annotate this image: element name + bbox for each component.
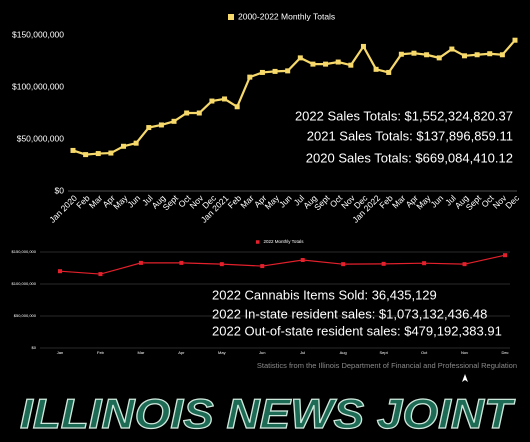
- x-tick-label: Mar: [137, 350, 145, 355]
- data-point: [411, 50, 417, 56]
- annotation: 2021 Sales Totals: $137,896,859.11: [307, 128, 513, 143]
- series-line: [59, 254, 506, 275]
- data-point: [146, 125, 152, 131]
- y-tick-label: $50,000,000: [17, 133, 65, 143]
- legend-swatch: [228, 14, 234, 20]
- annotation: 2022 In-state resident sales: $1,073,132…: [212, 306, 487, 321]
- data-point: [158, 122, 164, 128]
- data-point: [133, 140, 139, 146]
- data-point: [179, 260, 184, 265]
- data-point: [297, 55, 303, 61]
- data-point: [499, 52, 505, 58]
- data-point: [512, 37, 518, 43]
- data-point: [83, 152, 89, 158]
- data-point: [424, 52, 430, 58]
- x-tick-label: Apr: [178, 350, 185, 355]
- x-tick-label: Sept: [380, 350, 389, 355]
- data-point: [503, 253, 507, 258]
- legend-label: 2022 Monthly Totals: [264, 239, 305, 244]
- data-point: [171, 118, 177, 124]
- y-tick-label: $50,000,000: [14, 313, 37, 318]
- data-point: [323, 61, 329, 67]
- y-tick-label: $150,000,000: [12, 29, 64, 39]
- data-point: [398, 51, 404, 57]
- data-point: [259, 69, 265, 75]
- data-point: [209, 98, 215, 104]
- data-point: [247, 74, 253, 80]
- x-tick-label: May: [218, 350, 226, 355]
- data-point: [310, 61, 316, 67]
- source-note: Statistics from the Illinois Department …: [257, 361, 517, 370]
- x-tick-label: Feb: [97, 350, 105, 355]
- leaf-icon: [462, 374, 468, 382]
- annotation: 2022 Sales Totals: $1,552,324,820.37: [295, 108, 513, 123]
- data-point: [436, 55, 442, 61]
- data-point: [360, 43, 366, 49]
- data-point: [272, 68, 278, 74]
- data-point: [386, 69, 392, 75]
- data-point: [260, 264, 265, 269]
- x-tick-label: Aug: [340, 350, 347, 355]
- data-point: [487, 51, 493, 57]
- data-point: [98, 272, 103, 277]
- x-tick-label: Nov: [461, 350, 468, 355]
- data-point: [138, 260, 143, 265]
- y-tick-label: $0: [32, 345, 37, 350]
- data-point: [381, 261, 386, 266]
- data-point: [222, 96, 228, 102]
- x-tick-label: Jun: [259, 350, 265, 355]
- annotation: 2022 Cannabis Items Sold: 36,435,129: [212, 287, 437, 302]
- legend-swatch: [256, 240, 260, 244]
- data-point: [108, 150, 114, 156]
- annotation: 2022 Out-of-state resident sales: $479,1…: [212, 323, 502, 338]
- y-tick-label: $100,000,000: [12, 281, 37, 286]
- data-point: [341, 262, 346, 267]
- x-tick-label: Jan: [57, 350, 63, 355]
- brand: ILLINOIS NEWS JOINT: [20, 390, 516, 437]
- data-point: [219, 262, 224, 267]
- data-point: [70, 147, 76, 153]
- data-point: [449, 46, 455, 52]
- x-tick-label: Dec: [501, 350, 508, 355]
- x-tick-label: Oct: [421, 350, 428, 355]
- data-point: [196, 110, 202, 116]
- data-point: [373, 66, 379, 72]
- data-point: [335, 59, 341, 65]
- data-point: [300, 258, 305, 262]
- y-tick-label: $150,000,000: [12, 249, 37, 254]
- data-point: [348, 62, 354, 68]
- data-point: [95, 151, 101, 157]
- data-point: [234, 104, 240, 110]
- data-point: [461, 53, 467, 59]
- data-point: [285, 68, 291, 74]
- y-tick-label: $100,000,000: [12, 81, 64, 91]
- data-point: [184, 110, 190, 116]
- y-tick-label: $0: [55, 185, 65, 195]
- data-point: [462, 262, 467, 267]
- legend-label: 2000-2022 Monthly Totals: [238, 11, 335, 21]
- data-point: [58, 269, 62, 274]
- data-point: [474, 52, 480, 58]
- data-point: [121, 143, 127, 149]
- data-point: [422, 261, 427, 266]
- annotation: 2020 Sales Totals: $669,084,410.12: [306, 150, 513, 165]
- x-tick-label: Jul: [300, 350, 305, 355]
